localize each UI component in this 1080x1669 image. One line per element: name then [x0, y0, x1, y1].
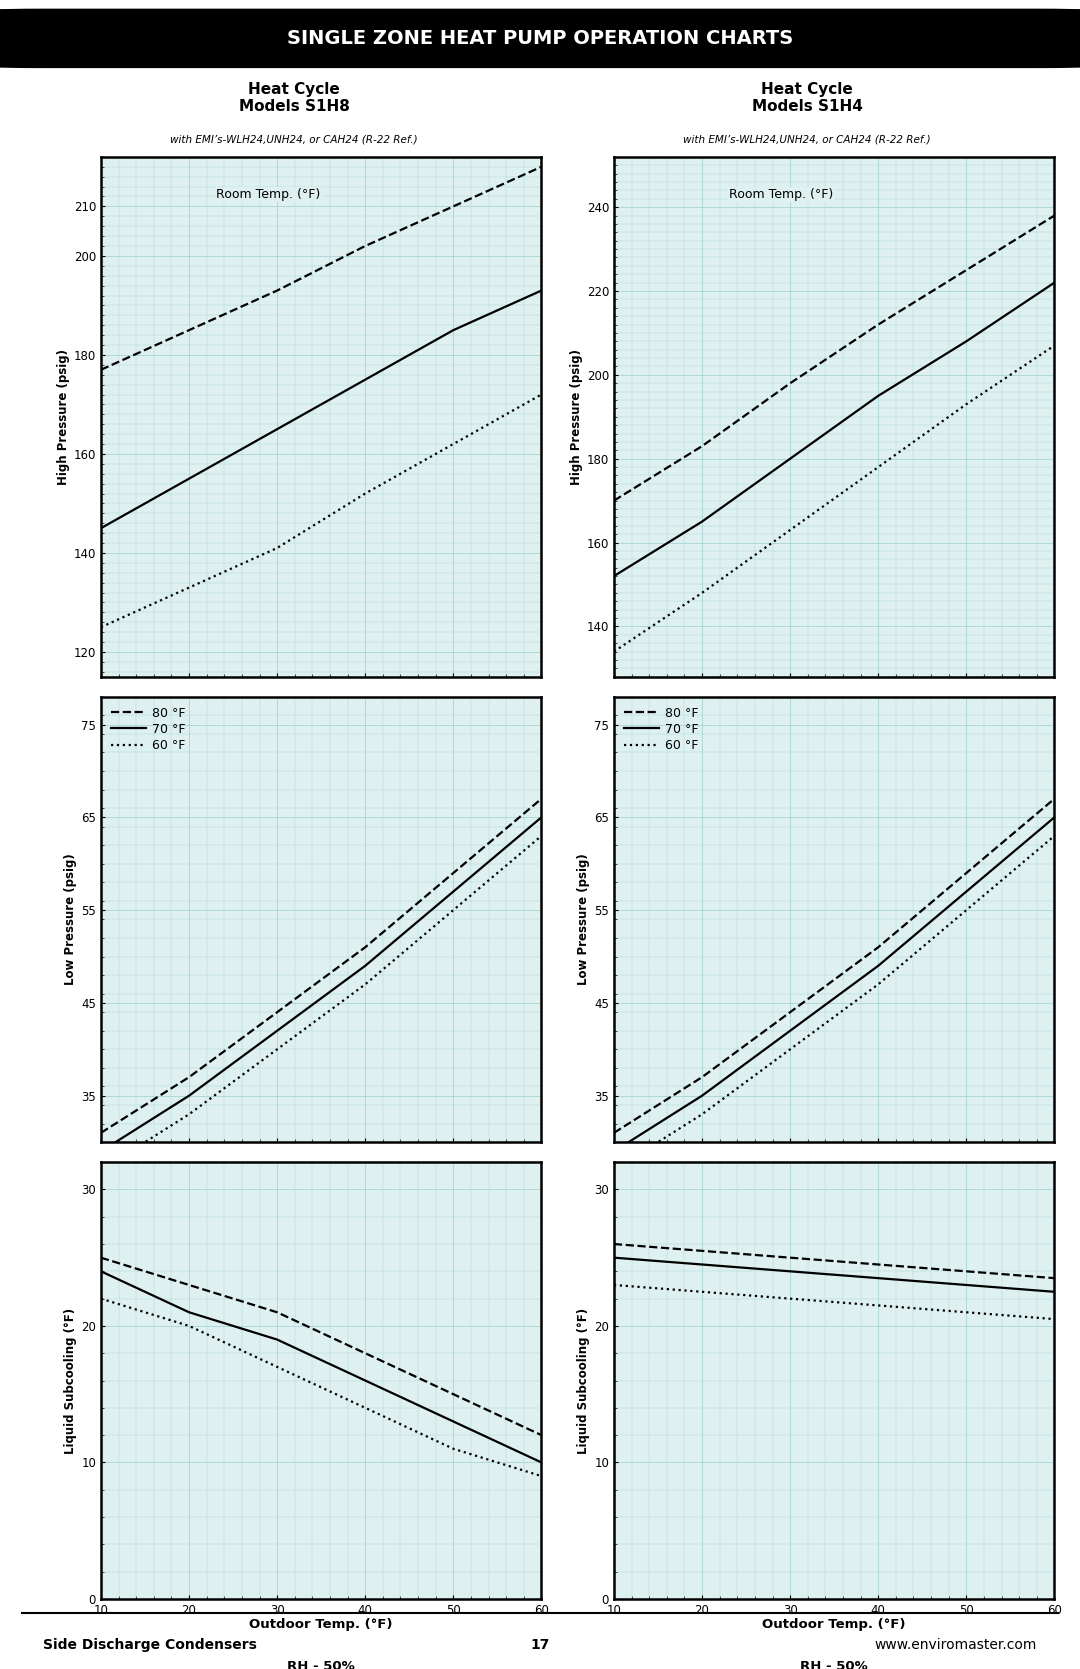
Text: with EMI’s-WLH24,UNH24, or CAH24 (R-22 Ref.): with EMI’s-WLH24,UNH24, or CAH24 (R-22 R…	[171, 135, 418, 145]
Text: Side Discharge Condensers: Side Discharge Condensers	[43, 1637, 257, 1652]
Legend: 80 °F, 70 °F, 60 °F: 80 °F, 70 °F, 60 °F	[620, 703, 702, 756]
FancyBboxPatch shape	[0, 10, 1080, 67]
Y-axis label: High Pressure (psig): High Pressure (psig)	[569, 349, 582, 484]
Text: Heat Cycle
Models S1H8: Heat Cycle Models S1H8	[239, 82, 350, 113]
Y-axis label: Low Pressure (psig): Low Pressure (psig)	[577, 853, 590, 985]
X-axis label: Outdoor Temp. (°F): Outdoor Temp. (°F)	[249, 1619, 393, 1631]
Text: www.enviromaster.com: www.enviromaster.com	[875, 1637, 1037, 1652]
Text: 17: 17	[530, 1637, 550, 1652]
Text: with EMI’s-WLH24,UNH24, or CAH24 (R-22 Ref.): with EMI’s-WLH24,UNH24, or CAH24 (R-22 R…	[684, 135, 931, 145]
Text: RH - 50%: RH - 50%	[800, 1661, 868, 1669]
Y-axis label: Liquid Subcooling (°F): Liquid Subcooling (°F)	[64, 1307, 77, 1454]
Text: Room Temp. (°F): Room Temp. (°F)	[729, 189, 834, 200]
Legend: 80 °F, 70 °F, 60 °F: 80 °F, 70 °F, 60 °F	[107, 703, 189, 756]
Y-axis label: Low Pressure (psig): Low Pressure (psig)	[64, 853, 77, 985]
Y-axis label: High Pressure (psig): High Pressure (psig)	[56, 349, 69, 484]
Text: SINGLE ZONE HEAT PUMP OPERATION CHARTS: SINGLE ZONE HEAT PUMP OPERATION CHARTS	[287, 28, 793, 48]
Text: Heat Cycle
Models S1H4: Heat Cycle Models S1H4	[752, 82, 863, 113]
Text: RH - 50%: RH - 50%	[287, 1661, 355, 1669]
X-axis label: Outdoor Temp. (°F): Outdoor Temp. (°F)	[762, 1619, 906, 1631]
Text: Room Temp. (°F): Room Temp. (°F)	[216, 189, 321, 200]
Y-axis label: Liquid Subcooling (°F): Liquid Subcooling (°F)	[577, 1307, 590, 1454]
